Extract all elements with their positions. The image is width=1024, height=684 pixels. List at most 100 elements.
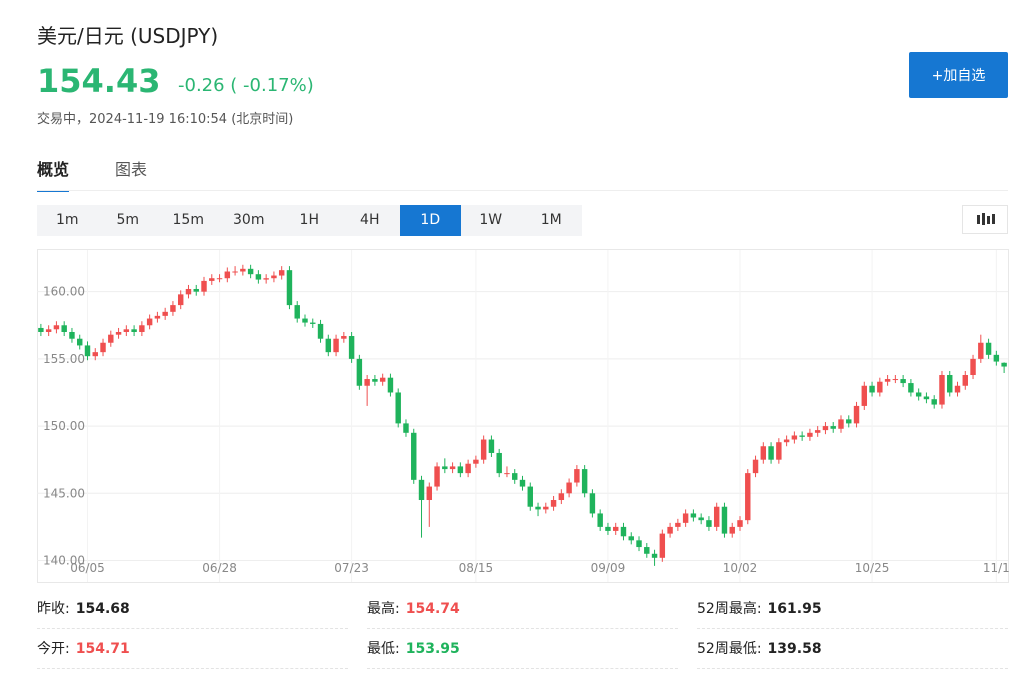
price: 154.43 (37, 62, 161, 100)
stat: 最低: 153.95 (367, 638, 460, 658)
candle-body (970, 358, 976, 376)
candle-body (426, 486, 433, 501)
stat: 52周最低: 139.58 (697, 638, 822, 658)
candle-body (38, 327, 44, 332)
candle-body (706, 520, 712, 527)
candle-body (146, 318, 153, 326)
candle-body (527, 486, 533, 507)
period-button[interactable]: 4H (360, 212, 380, 228)
candle-body (993, 354, 1000, 362)
candle-body (418, 479, 425, 501)
candle-body (364, 379, 370, 386)
candle-body (962, 375, 968, 386)
add-watchlist-button[interactable]: +加自选 (909, 52, 1008, 98)
title: 美元/日元 (USDJPY) (37, 24, 219, 48)
candle-body (139, 325, 145, 332)
candle-body (954, 385, 961, 393)
candle-body (395, 392, 401, 424)
candle-body (473, 459, 479, 464)
period-button[interactable]: 15m (172, 212, 204, 228)
candle-body (100, 342, 106, 353)
x-tick-label: 09/09 (591, 561, 626, 575)
stat: 昨收: 154.68 (37, 598, 130, 618)
x-tick-label: 06/05 (70, 561, 105, 575)
candle-body (201, 280, 207, 292)
candle-body (745, 473, 751, 521)
candle-body (768, 446, 774, 460)
candle-body (278, 270, 285, 276)
period-button[interactable]: 1H (299, 212, 319, 228)
candle-body (807, 432, 813, 437)
chart-type-button[interactable] (962, 205, 1008, 234)
candle-body (636, 540, 642, 548)
candle-body (667, 526, 673, 534)
candle-body (193, 288, 199, 292)
candle-body (372, 379, 378, 382)
tab[interactable]: 图表 (115, 160, 148, 179)
period-button[interactable]: 1m (55, 212, 79, 228)
period-button[interactable]: 1D (400, 205, 461, 236)
stat-label: 52周最高: (697, 601, 762, 617)
candle-body (620, 526, 627, 537)
candle-body (434, 466, 440, 487)
candle-body (325, 338, 332, 353)
candle-body (255, 274, 262, 280)
candle-body (543, 506, 549, 510)
candle-body (403, 423, 409, 433)
candle-body (985, 342, 992, 355)
candle-body (504, 473, 510, 475)
row-divider (37, 628, 348, 629)
candle-body (737, 520, 743, 527)
candle-body (154, 315, 161, 319)
y-tick-label: 140.00 (43, 553, 85, 567)
candle-body (729, 526, 735, 534)
tab[interactable]: 概览 (37, 156, 70, 192)
candle-body (884, 379, 891, 382)
candle-body (558, 493, 565, 501)
candle-body (814, 430, 821, 433)
period-button[interactable]: 5m (116, 212, 140, 228)
stat-label: 最高: (367, 601, 400, 617)
candle-body (900, 379, 906, 384)
candle-body (721, 506, 728, 534)
period-button[interactable]: 1W (479, 212, 503, 228)
x-tick-label: 10/25 (855, 561, 890, 575)
candle-body (519, 479, 526, 487)
stat: 今开: 154.71 (37, 638, 130, 658)
candle-body (589, 493, 596, 514)
candle-body (915, 392, 922, 397)
candle-body (690, 513, 697, 518)
candle-body (53, 325, 60, 330)
candle-body (799, 435, 805, 437)
candle-body (869, 385, 875, 393)
x-tick-label: 08/15 (459, 561, 494, 575)
period-button[interactable]: 30m (233, 212, 265, 228)
candle-body (612, 526, 619, 531)
candle-body (682, 513, 689, 523)
candle-body (442, 466, 448, 470)
candle-body (923, 396, 930, 400)
candle-body (286, 270, 293, 306)
candle-body (387, 377, 394, 393)
candle-body (356, 358, 363, 386)
candle-body (348, 336, 355, 359)
candle-body (115, 331, 122, 335)
candle-body (449, 466, 456, 470)
candle-body (379, 377, 386, 382)
candle-body (597, 513, 603, 527)
period-button[interactable]: 1M (540, 212, 562, 228)
candle-body (480, 439, 487, 460)
candle-body (61, 325, 67, 332)
candle-body (209, 278, 215, 281)
candle-body (92, 352, 98, 357)
row-divider (697, 668, 1008, 669)
candle-body (566, 482, 572, 494)
candle-body (861, 385, 868, 406)
candle-body (659, 533, 666, 558)
candle-body (908, 383, 914, 393)
candle-body (752, 459, 759, 474)
candle-body (84, 345, 91, 357)
change: -0.26 ( -0.17%) (178, 75, 314, 96)
candle-body (939, 375, 945, 405)
x-tick-label: 10/02 (723, 561, 758, 575)
